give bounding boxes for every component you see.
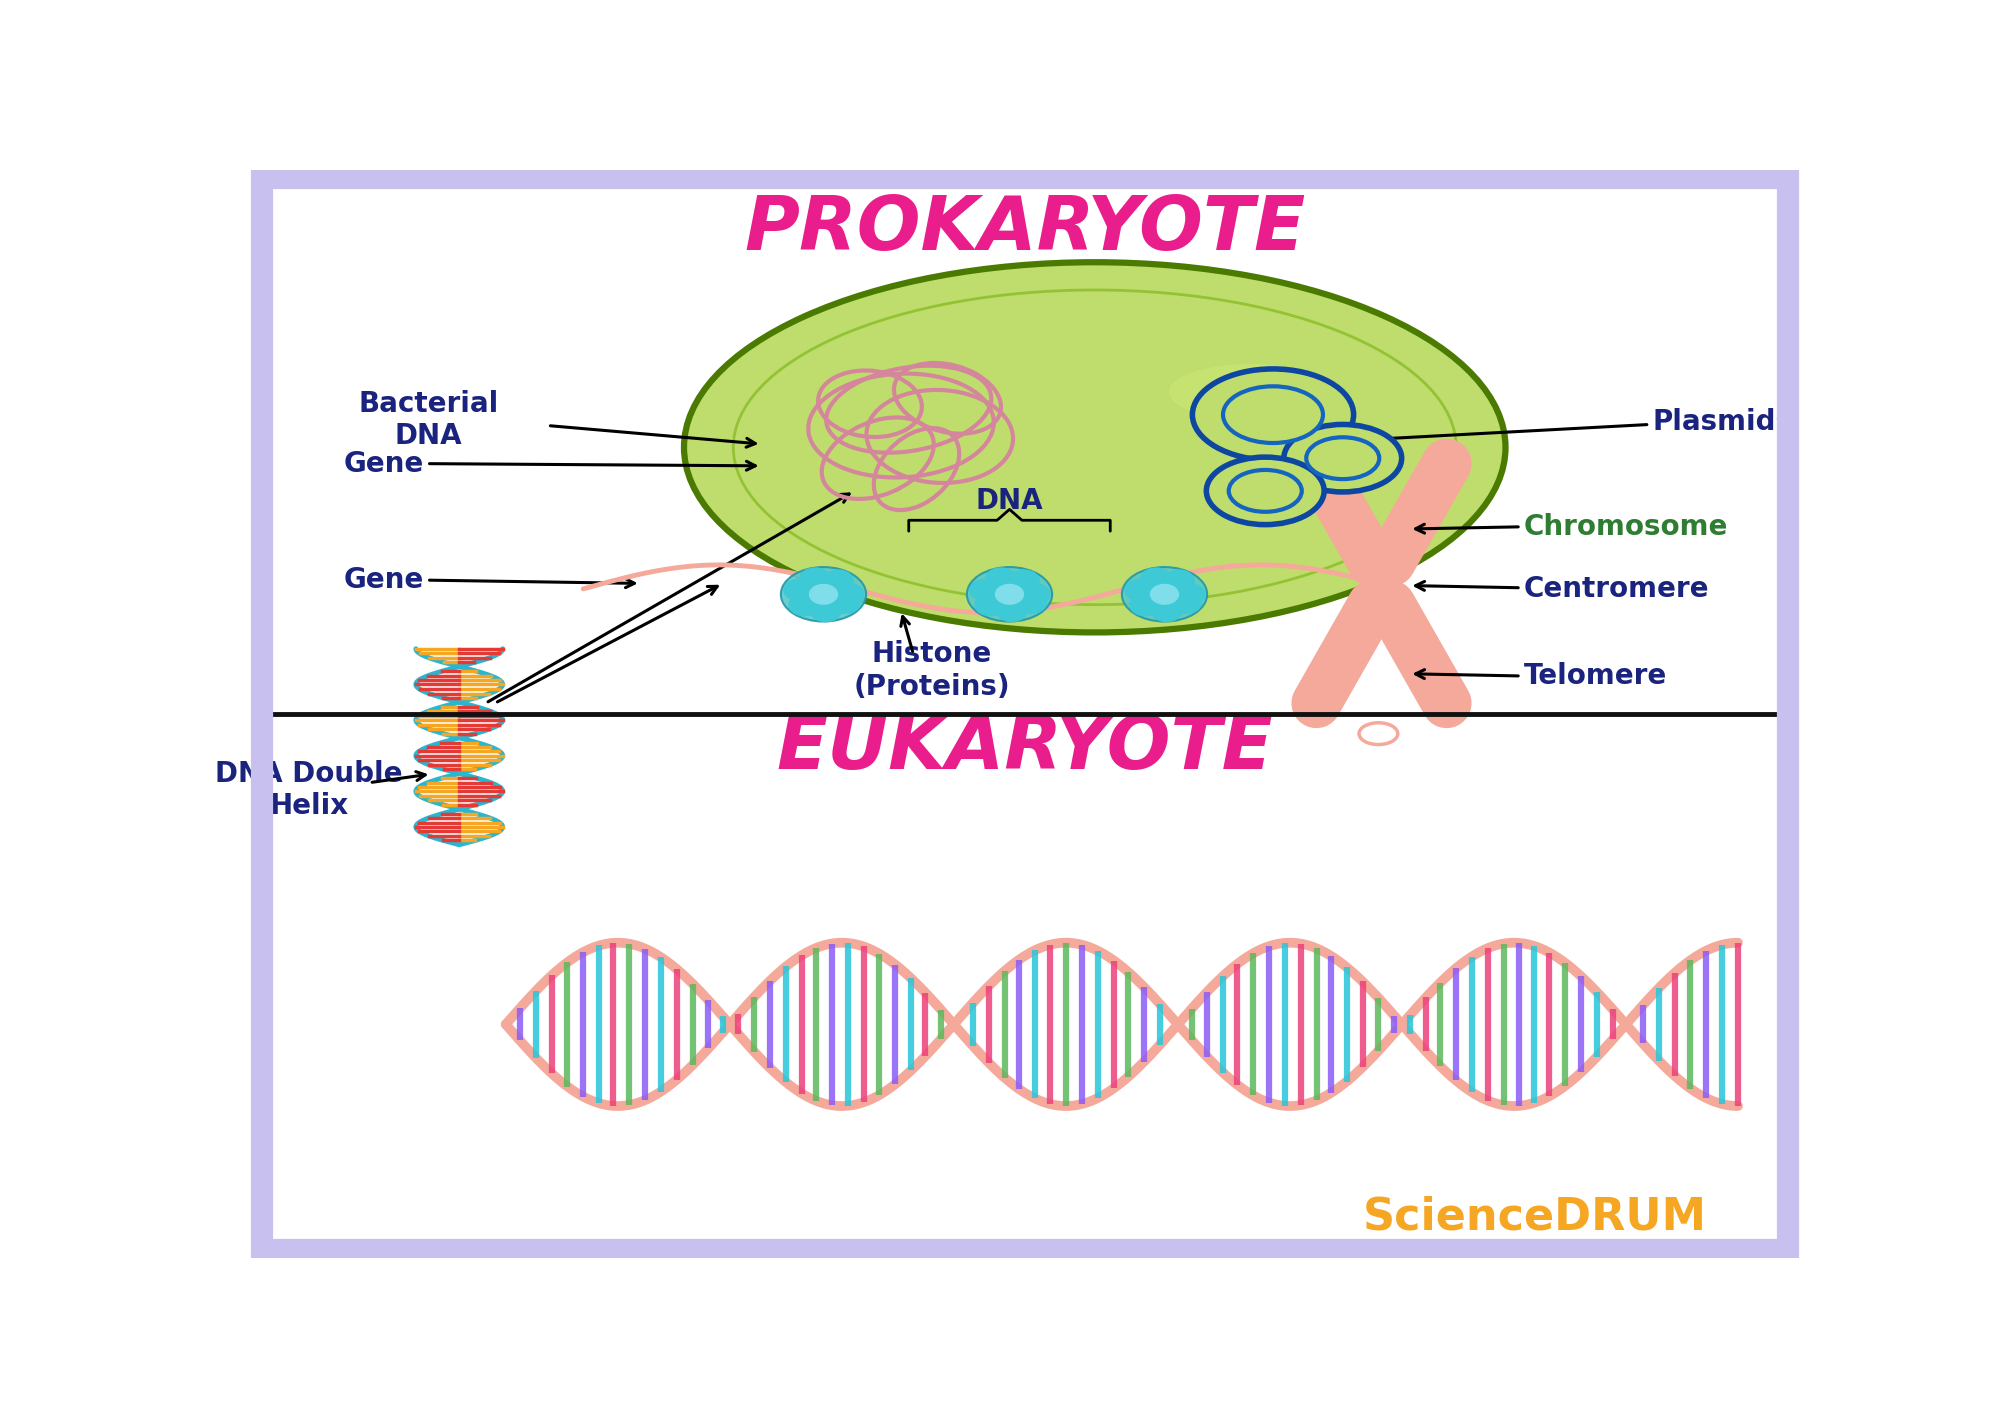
Text: Chromosome: Chromosome — [1524, 513, 1728, 540]
Circle shape — [830, 591, 860, 614]
Circle shape — [970, 580, 1002, 601]
Circle shape — [986, 568, 1016, 590]
Circle shape — [1126, 580, 1156, 601]
Circle shape — [810, 584, 838, 604]
Ellipse shape — [1206, 457, 1324, 525]
Text: Plasmids: Plasmids — [1652, 409, 1792, 437]
Circle shape — [976, 594, 1006, 615]
Ellipse shape — [966, 567, 1052, 622]
Circle shape — [1150, 584, 1178, 604]
Text: Gene: Gene — [344, 566, 424, 594]
Circle shape — [1008, 570, 1040, 592]
Ellipse shape — [1306, 437, 1380, 479]
Circle shape — [1152, 600, 1182, 622]
Circle shape — [1016, 591, 1046, 614]
Circle shape — [1164, 570, 1194, 592]
Circle shape — [1140, 568, 1172, 590]
Text: Centromere: Centromere — [1524, 575, 1710, 602]
Text: Gene: Gene — [344, 450, 424, 478]
Circle shape — [996, 584, 1024, 604]
Circle shape — [832, 584, 864, 605]
Text: PROKARYOTE: PROKARYOTE — [744, 194, 1306, 266]
Ellipse shape — [1168, 363, 1332, 420]
Text: EUKARYOTE: EUKARYOTE — [776, 713, 1274, 785]
Ellipse shape — [1284, 424, 1402, 492]
Ellipse shape — [684, 262, 1506, 632]
Text: Telomere: Telomere — [1524, 662, 1668, 690]
Circle shape — [1174, 584, 1204, 605]
Ellipse shape — [1224, 386, 1322, 443]
Text: Bacterial
DNA: Bacterial DNA — [358, 390, 498, 450]
Circle shape — [822, 570, 854, 592]
Ellipse shape — [1122, 567, 1208, 622]
Text: ScienceDRUM: ScienceDRUM — [1364, 1196, 1708, 1239]
Ellipse shape — [1228, 469, 1302, 512]
Circle shape — [1170, 591, 1202, 614]
Circle shape — [800, 568, 830, 590]
Ellipse shape — [1192, 369, 1354, 461]
Circle shape — [790, 594, 820, 615]
Circle shape — [1130, 594, 1162, 615]
Ellipse shape — [780, 567, 866, 622]
Circle shape — [784, 580, 816, 601]
Circle shape — [1018, 584, 1050, 605]
Circle shape — [996, 600, 1028, 622]
Text: DNA: DNA — [976, 486, 1044, 515]
Text: DNA Double
Helix: DNA Double Helix — [216, 761, 402, 820]
Text: Histone
(Proteins): Histone (Proteins) — [854, 641, 1010, 701]
Circle shape — [810, 600, 842, 622]
